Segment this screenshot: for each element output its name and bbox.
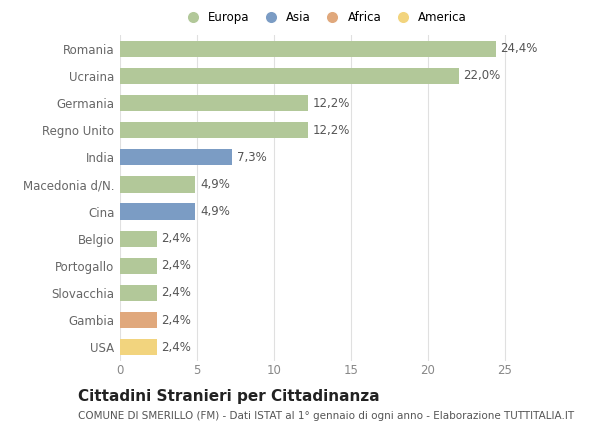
Bar	[120, 68, 459, 84]
Text: Cittadini Stranieri per Cittadinanza: Cittadini Stranieri per Cittadinanza	[78, 389, 380, 404]
Bar	[120, 258, 157, 274]
Text: 2,4%: 2,4%	[161, 314, 191, 326]
Text: 2,4%: 2,4%	[161, 232, 191, 245]
Text: 24,4%: 24,4%	[500, 42, 538, 55]
Bar	[120, 149, 232, 165]
Text: 4,9%: 4,9%	[200, 178, 230, 191]
Text: 12,2%: 12,2%	[313, 96, 350, 110]
Bar	[120, 203, 196, 220]
Bar	[120, 339, 157, 356]
Text: 2,4%: 2,4%	[161, 341, 191, 354]
Bar	[120, 122, 308, 138]
Bar	[120, 285, 157, 301]
Text: 2,4%: 2,4%	[161, 286, 191, 300]
Legend: Europa, Asia, Africa, America: Europa, Asia, Africa, America	[179, 8, 469, 26]
Text: 22,0%: 22,0%	[463, 70, 500, 82]
Text: 7,3%: 7,3%	[237, 151, 267, 164]
Bar	[120, 231, 157, 247]
Bar	[120, 312, 157, 328]
Bar	[120, 95, 308, 111]
Text: 2,4%: 2,4%	[161, 259, 191, 272]
Bar	[120, 40, 496, 57]
Text: 4,9%: 4,9%	[200, 205, 230, 218]
Bar	[120, 176, 196, 193]
Text: 12,2%: 12,2%	[313, 124, 350, 137]
Text: COMUNE DI SMERILLO (FM) - Dati ISTAT al 1° gennaio di ogni anno - Elaborazione T: COMUNE DI SMERILLO (FM) - Dati ISTAT al …	[78, 411, 574, 422]
